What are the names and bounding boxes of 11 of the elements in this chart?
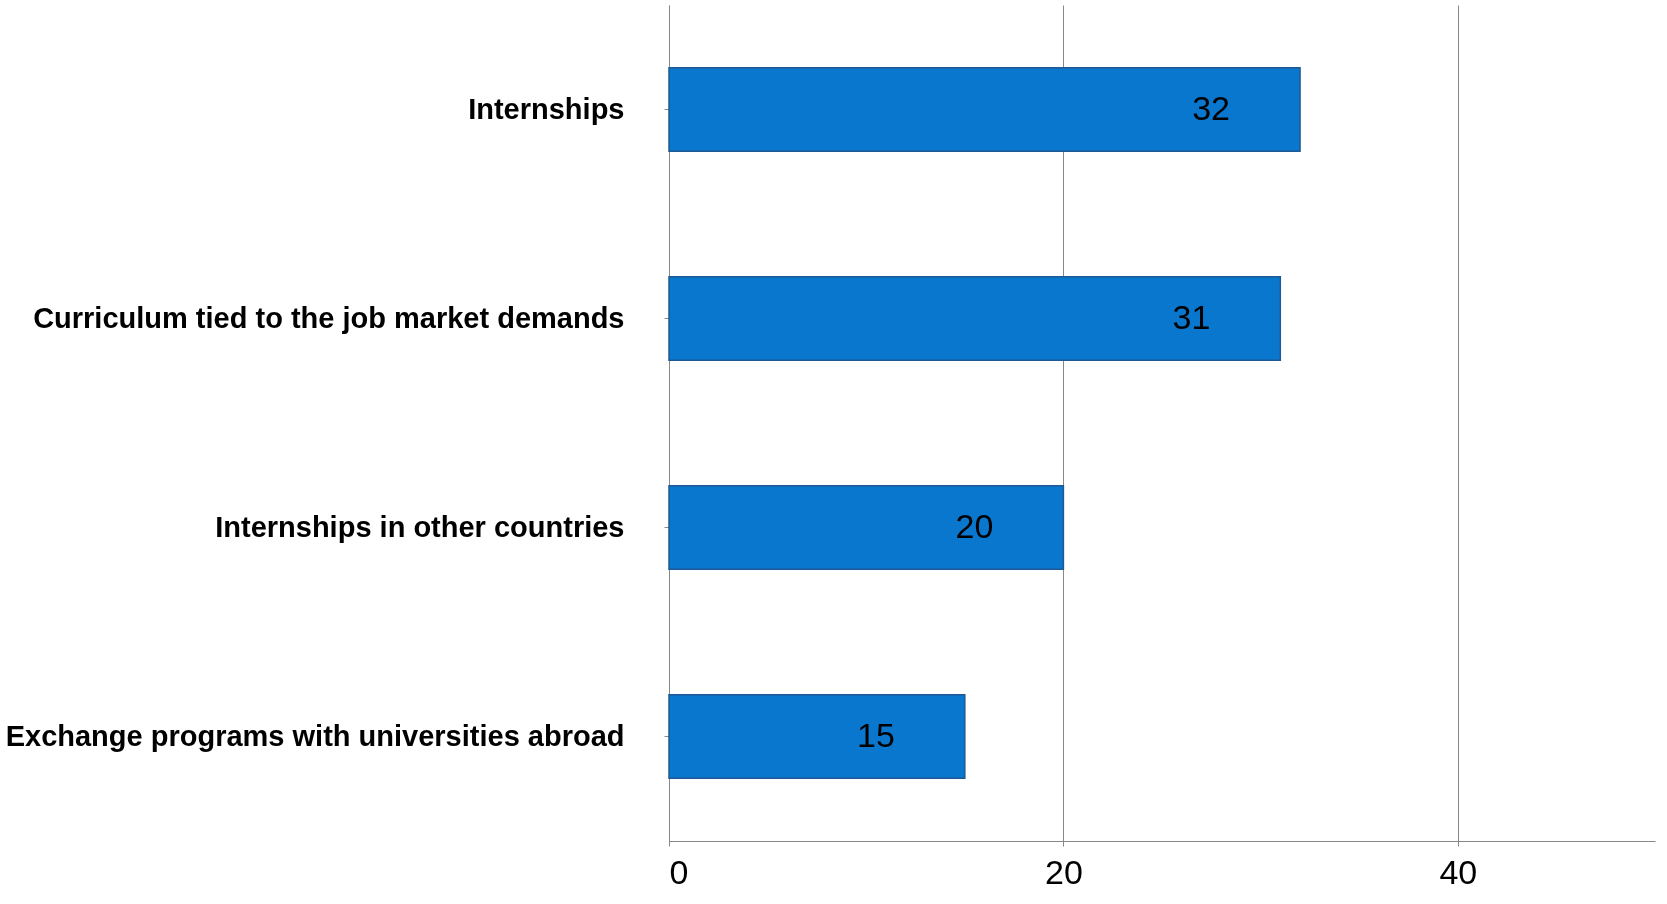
data-label: 31 — [1172, 297, 1211, 336]
y-tick-label: Internships — [468, 92, 625, 125]
x-tick-label: 0 — [669, 852, 689, 891]
x-tick-label: 20 — [1044, 852, 1083, 891]
y-tick-label: Exchange programs with universities abroad — [5, 719, 625, 752]
data-label: 20 — [955, 506, 994, 545]
data-label: 15 — [856, 715, 895, 754]
data-label: 32 — [1192, 88, 1231, 127]
x-tick-label: 40 — [1439, 852, 1478, 891]
y-tick-label: Curriculum tied to the job market demands — [33, 301, 625, 334]
y-tick-label: Internships in other countries — [215, 510, 625, 543]
